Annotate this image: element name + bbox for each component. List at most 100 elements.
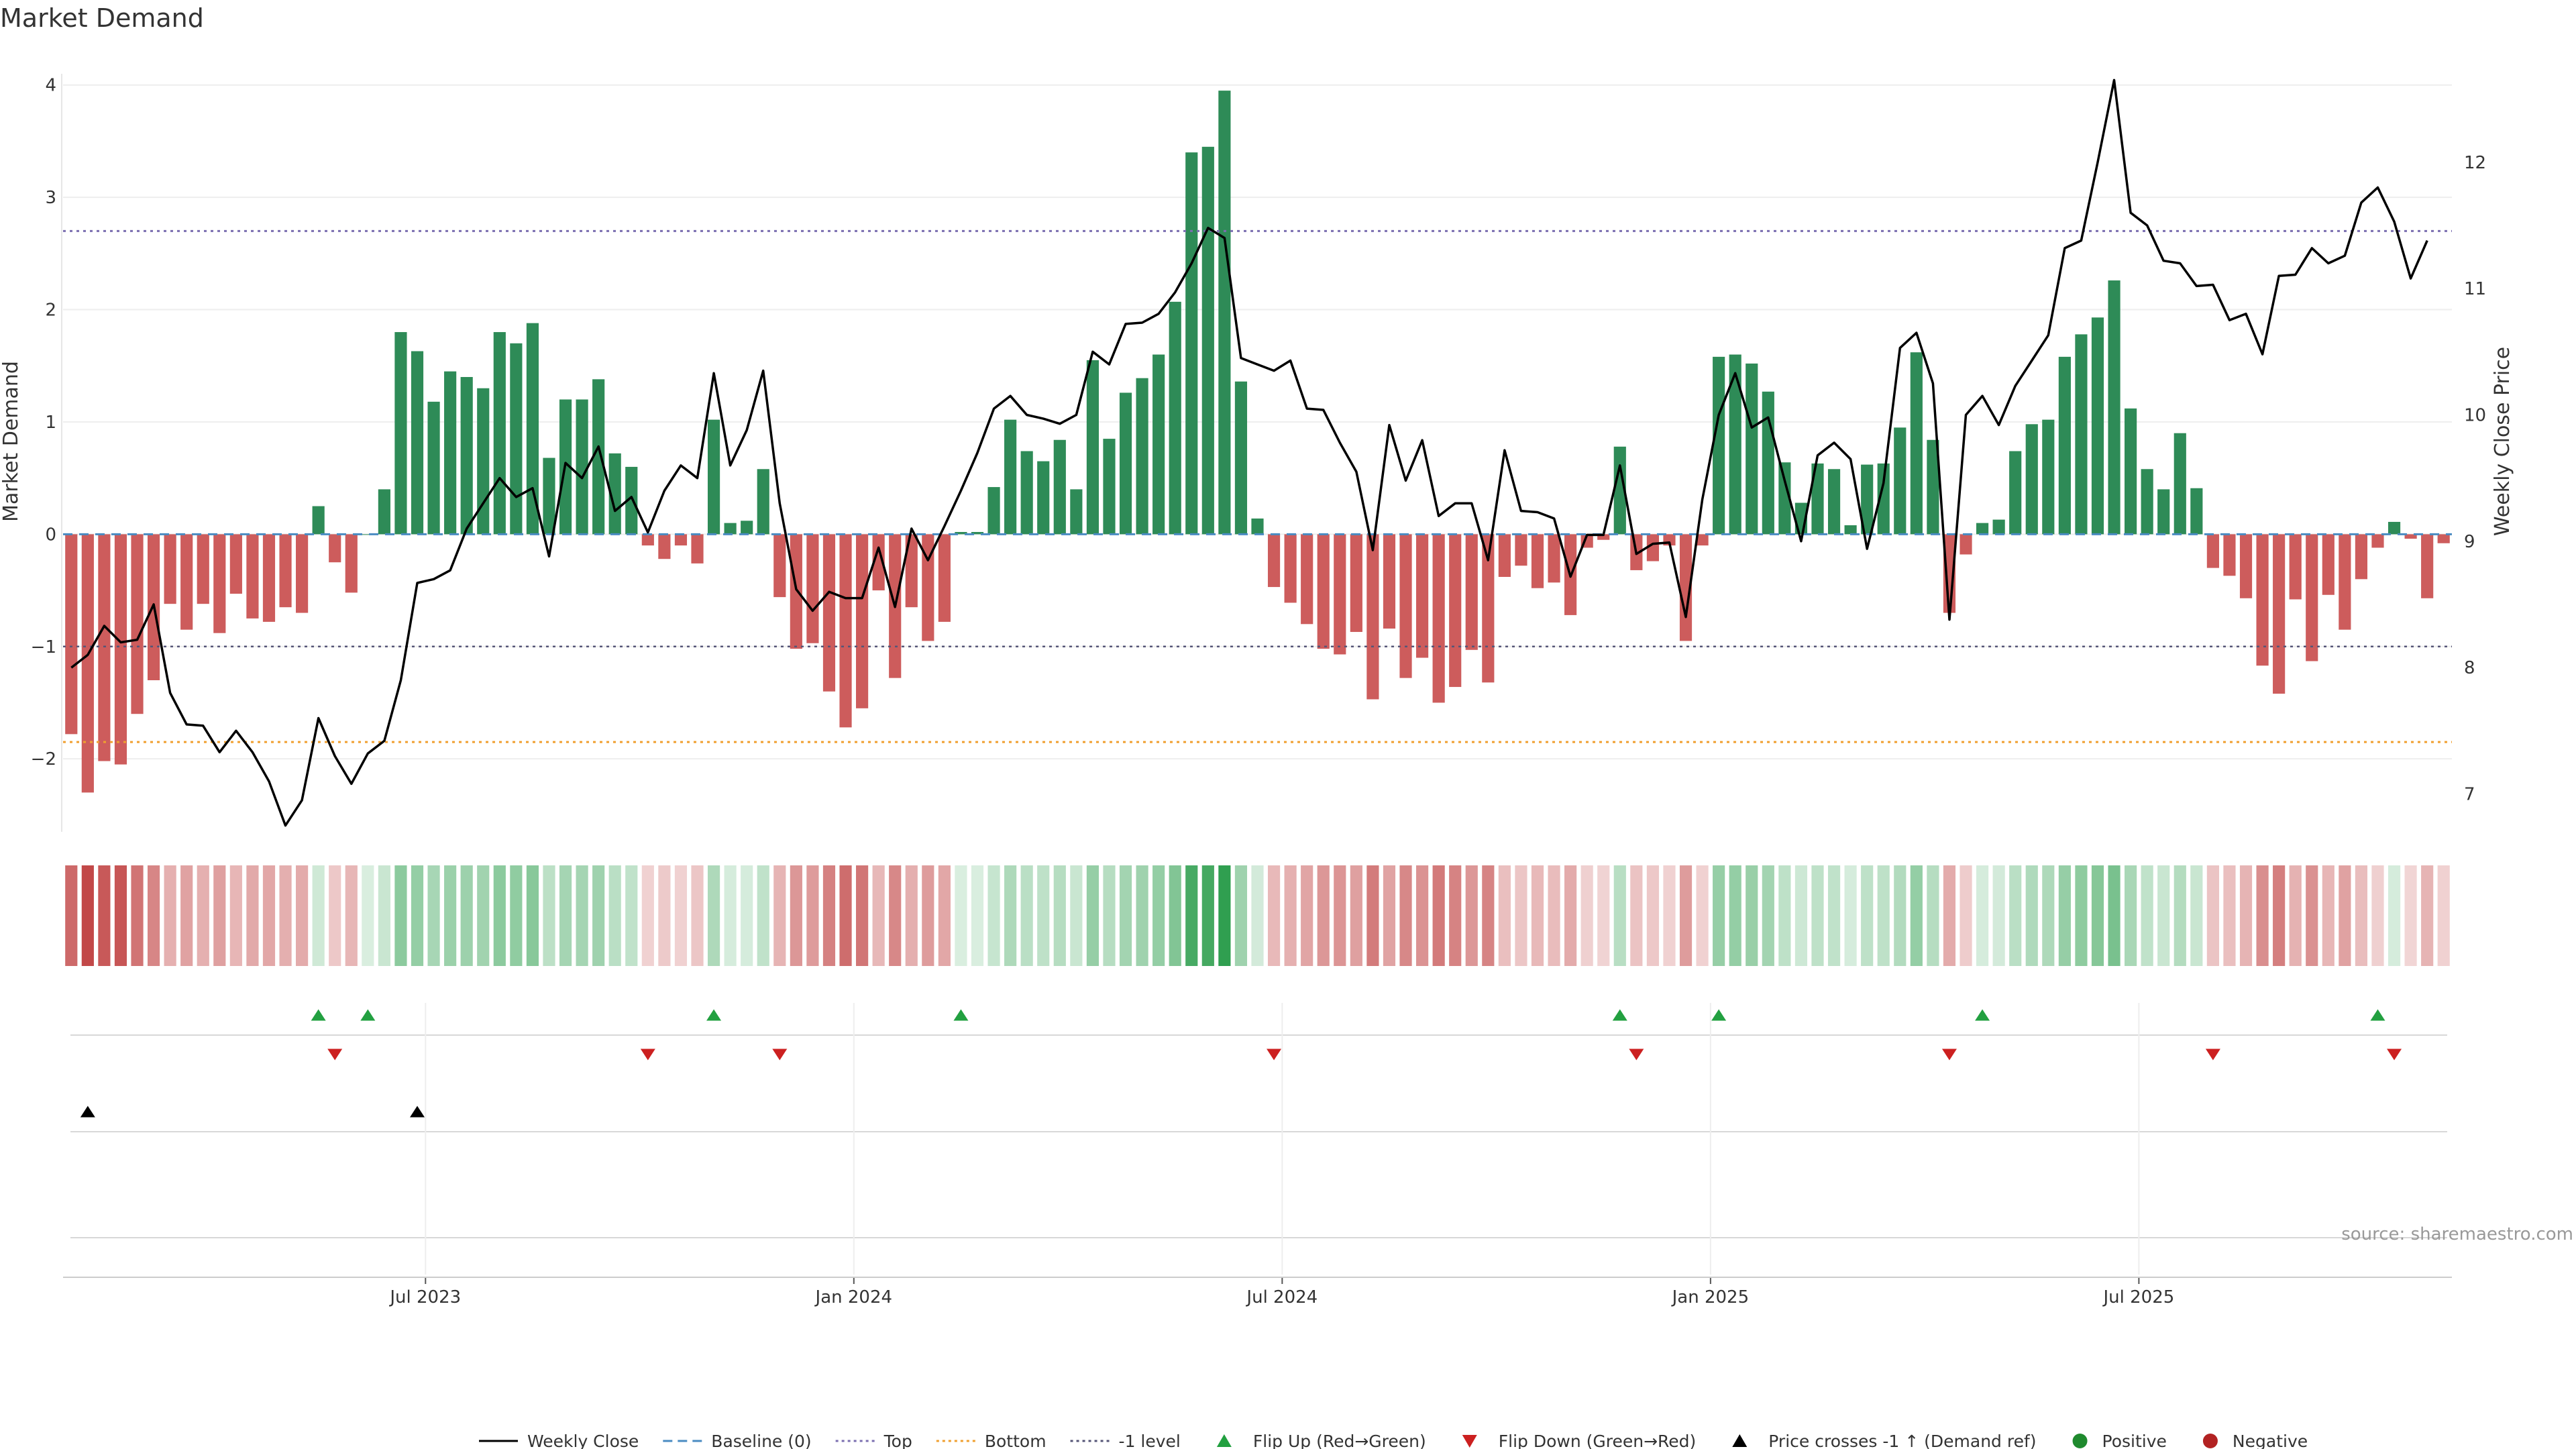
heat-cell — [362, 865, 374, 966]
heat-cell — [592, 865, 605, 966]
demand-bar — [1201, 146, 1214, 535]
heat-cell — [1251, 865, 1264, 966]
demand-bar — [839, 534, 852, 728]
demand-bar — [262, 534, 276, 622]
flip-down-marker — [2205, 1049, 2220, 1061]
heat-cell — [147, 865, 160, 966]
heat-cell — [691, 865, 704, 966]
heat-cell — [1267, 865, 1281, 966]
legend-label: Flip Down (Green→Red) — [1499, 1432, 1697, 1449]
heat-cell — [131, 865, 144, 966]
heat-cell — [889, 865, 902, 966]
y-right-tick-label: 9 — [2464, 532, 2475, 552]
demand-bar — [493, 332, 506, 535]
heat-cell — [1482, 865, 1495, 966]
demand-bar — [543, 458, 555, 535]
demand-bar — [1449, 534, 1462, 688]
heat-cell — [1910, 865, 1923, 966]
demand-bar — [460, 377, 473, 535]
heat-cell — [559, 865, 572, 966]
legend-label: Top — [883, 1432, 912, 1449]
demand-bar — [180, 534, 193, 630]
demand-bar — [724, 523, 737, 535]
flip-down-marker — [640, 1049, 655, 1061]
demand-bar — [1515, 534, 1527, 566]
flip-up-marker — [311, 1009, 326, 1021]
heat-cell — [1317, 865, 1330, 966]
demand-bar — [1152, 354, 1165, 535]
heat-cell — [2009, 865, 2022, 966]
x-axis: Jul 2023 Jan 2024 Jul 2024 Jan 2025 Jul 2025 — [63, 1003, 2452, 1307]
heat-cell — [1976, 865, 1989, 966]
heat-cell — [905, 865, 918, 966]
heat-cell — [2025, 865, 2038, 966]
heat-cell — [1119, 865, 1132, 966]
demand-bar — [1432, 534, 1445, 703]
demand-bar — [65, 534, 78, 735]
demand-bar — [938, 534, 951, 622]
heat-cell — [1663, 865, 1676, 966]
y-left-tick-label: 2 — [45, 301, 56, 321]
heat-cell — [1515, 865, 1527, 966]
demand-bar — [1070, 489, 1083, 535]
heat-cell — [213, 865, 226, 966]
heat-cell — [2174, 865, 2186, 966]
x-tick-label: Jan 2025 — [1671, 1287, 1750, 1307]
demand-bar — [164, 534, 176, 604]
demand-bar — [2322, 534, 2334, 595]
heat-cell — [2339, 865, 2351, 966]
legend-label: Flip Up (Red→Green) — [1253, 1432, 1426, 1449]
heat-cell — [543, 865, 555, 966]
heat-cell — [724, 865, 737, 966]
demand-bar — [2108, 280, 2121, 535]
flip-up-marker — [1612, 1009, 1627, 1021]
demand-bar — [1053, 439, 1066, 535]
y-right-tick-label: 8 — [2464, 658, 2475, 678]
demand-bar — [1778, 462, 1791, 535]
flip-down-marker — [772, 1049, 788, 1061]
demand-heat-strip — [65, 865, 2450, 966]
demand-bar — [2058, 356, 2071, 535]
heat-cell — [510, 865, 523, 966]
demand-bar — [1679, 534, 1693, 641]
legend-label: Baseline (0) — [711, 1432, 811, 1449]
demand-bar — [757, 469, 769, 535]
demand-bar — [1861, 464, 1874, 535]
demand-bar — [2339, 534, 2351, 630]
heat-cell — [2371, 865, 2384, 966]
demand-bar — [2025, 424, 2038, 535]
y-right-tick-label: 11 — [2464, 279, 2486, 299]
legend-label: Positive — [2102, 1432, 2167, 1449]
demand-bar — [2289, 534, 2302, 600]
demand-bar — [592, 379, 605, 535]
event-markers — [70, 1009, 2447, 1238]
demand-bar — [329, 534, 341, 563]
heat-cell — [411, 865, 424, 966]
demand-bar — [1284, 534, 1297, 603]
flip-up-marker — [2370, 1009, 2385, 1021]
heat-cell — [1827, 865, 1841, 966]
demand-bar — [444, 371, 457, 535]
demand-bar — [2239, 534, 2253, 598]
demand-bar — [1415, 534, 1429, 658]
demand-bar — [229, 534, 242, 594]
legend-item: Top — [835, 1432, 912, 1449]
heat-cell — [1185, 865, 1198, 966]
heat-cell — [1366, 865, 1379, 966]
heat-cell — [296, 865, 309, 966]
heat-cell — [2437, 865, 2450, 966]
source-credit: source: sharemaestro.com — [2341, 1224, 2573, 1244]
heat-cell — [2190, 865, 2203, 966]
heat-cell — [1284, 865, 1297, 966]
heat-cell — [1548, 865, 1560, 966]
heat-cell — [1861, 865, 1874, 966]
demand-bar — [1086, 360, 1099, 535]
y-left-tick-label: 3 — [45, 188, 56, 208]
y-axis-right-label: Weekly Close Price — [2491, 347, 2514, 536]
demand-bar — [2042, 419, 2055, 535]
legend-label: Negative — [2233, 1432, 2308, 1449]
heat-cell — [2355, 865, 2368, 966]
demand-bar — [2091, 317, 2104, 535]
heat-cell — [2421, 865, 2434, 966]
flip-up-marker — [360, 1009, 376, 1021]
